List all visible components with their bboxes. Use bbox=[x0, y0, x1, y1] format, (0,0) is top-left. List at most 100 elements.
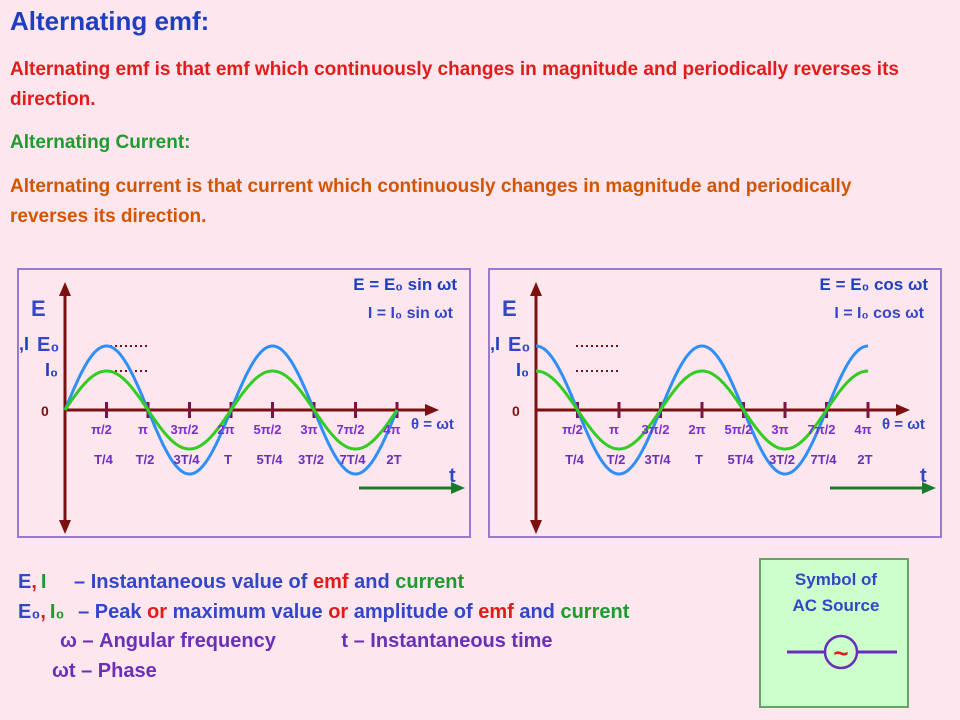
legend-line-2: E₀, I₀ – Peak or maximum value or amplitu… bbox=[18, 601, 629, 624]
peak-label-e0: E₀ bbox=[37, 334, 59, 356]
legend-angular-frequency: ω – Angular frequency bbox=[60, 630, 276, 652]
legend-text: and bbox=[348, 571, 396, 593]
legend-text: amplitude of bbox=[348, 601, 479, 623]
axis-label-e: E bbox=[502, 296, 517, 321]
time-arrow-head bbox=[451, 482, 465, 494]
legend-text: and bbox=[513, 601, 561, 623]
legend-symbol-comma: , bbox=[31, 571, 37, 593]
axis-label-i: ,I bbox=[19, 334, 29, 354]
angle-tick-label: 7π/2 bbox=[807, 422, 835, 437]
angle-tick-label: π/2 bbox=[562, 422, 583, 437]
sine-graph: E,I E₀ I₀ 0 E = E₀ sin ωt I = I₀ sin ωt θ = ωt… bbox=[19, 275, 465, 534]
legend-text: maximum value bbox=[167, 601, 329, 623]
origin-label: 0 bbox=[41, 403, 49, 419]
angle-tick-label: 4π bbox=[854, 422, 871, 437]
time-tick-label: T bbox=[224, 452, 232, 467]
legend-line-3: ω – Angular frequency t – Instantaneous … bbox=[60, 630, 553, 653]
ac-heading: Alternating Current: bbox=[10, 132, 191, 153]
legend-symbol-e0: E₀ bbox=[18, 601, 41, 623]
legend-or-word: or bbox=[147, 601, 168, 623]
angle-tick-label: 3π bbox=[300, 422, 317, 437]
legend-symbol-comma: , bbox=[40, 601, 46, 623]
theta-label: θ = ωt bbox=[411, 416, 454, 433]
sine-graph-panel: E ,I E₀ I₀ 0 E = E₀ sin ωt I = I₀ sin ωt θ = ωt… bbox=[17, 268, 471, 538]
theta-label: θ = ωt bbox=[882, 416, 925, 433]
current-equation: I = I₀ sin ωt bbox=[368, 305, 454, 322]
y-axis-arrow-bottom bbox=[530, 520, 542, 534]
legend-dash: – bbox=[78, 601, 95, 623]
angle-tick-label: π bbox=[138, 422, 148, 437]
axis-label-e: E bbox=[31, 296, 46, 321]
ac-source-symbol-box: Symbol of AC Source ~ bbox=[759, 558, 909, 708]
current-equation: I = I₀ cos ωt bbox=[834, 305, 924, 322]
time-tick-label: T/2 bbox=[607, 452, 626, 467]
legend-or-word: or bbox=[328, 601, 349, 623]
time-tick-label: 3T/2 bbox=[769, 452, 795, 467]
legend-line-1: E, I – Instantaneous value of emf and cur… bbox=[18, 571, 464, 594]
x-axis-arrow bbox=[425, 404, 439, 416]
legend-dash: – bbox=[74, 571, 91, 593]
time-tick-label: 2T bbox=[386, 452, 401, 467]
x-axis-arrow bbox=[896, 404, 910, 416]
legend-symbol-i0: I₀ bbox=[49, 601, 65, 623]
legend-emf-word: emf bbox=[478, 601, 514, 623]
symbol-caption-line-2: AC Source bbox=[792, 596, 880, 615]
time-tick-label: T/2 bbox=[136, 452, 155, 467]
legend-symbol-e: E bbox=[18, 571, 32, 593]
y-axis-arrow-top bbox=[59, 282, 71, 296]
origin-label: 0 bbox=[512, 403, 520, 419]
time-tick-label: 3T/4 bbox=[644, 452, 671, 467]
angle-tick-label: 3π/2 bbox=[641, 422, 669, 437]
legend-current-word: current bbox=[560, 601, 630, 623]
peak-label-e0: E₀ bbox=[508, 334, 530, 356]
emf-curve bbox=[536, 344, 868, 476]
angle-tick-label: 2π bbox=[217, 422, 234, 437]
angle-tick-label: 5π/2 bbox=[253, 422, 281, 437]
angle-tick-label: 4π bbox=[383, 422, 400, 437]
cosine-graph-panel: E ,I E₀ I₀ 0 E = E₀ cos ωt I = I₀ cos ωt θ = ωt… bbox=[488, 268, 942, 538]
ac-wave-glyph: ~ bbox=[833, 638, 848, 668]
symbol-caption-line-1: Symbol of bbox=[794, 570, 878, 589]
time-label: t bbox=[449, 465, 456, 487]
ac-definition: Alternating current is that current whic… bbox=[10, 176, 852, 227]
emf-equation: E = E₀ cos ωt bbox=[820, 275, 929, 294]
legend-symbol-i: I bbox=[40, 571, 47, 593]
legend-current-word: current bbox=[395, 571, 465, 593]
time-tick-label: 3T/4 bbox=[173, 452, 200, 467]
angle-tick-label: 3π/2 bbox=[170, 422, 198, 437]
time-tick-label: 3T/2 bbox=[298, 452, 324, 467]
time-label: t bbox=[920, 465, 927, 487]
angle-tick-label: π bbox=[609, 422, 619, 437]
time-tick-label: T/4 bbox=[565, 452, 585, 467]
legend-instantaneous-time: t – Instantaneous time bbox=[341, 630, 553, 652]
time-tick-label: 5T/4 bbox=[727, 452, 754, 467]
peak-label-i0: I₀ bbox=[45, 360, 58, 380]
current-curve bbox=[63, 369, 399, 451]
y-axis-arrow-bottom bbox=[59, 520, 71, 534]
angle-tick-label: 5π/2 bbox=[724, 422, 752, 437]
time-tick-label: T/4 bbox=[94, 452, 114, 467]
time-arrow-head bbox=[922, 482, 936, 494]
axis-label-i: ,I bbox=[490, 334, 500, 354]
y-axis-arrow-top bbox=[530, 282, 542, 296]
page-title: Alternating emf: bbox=[10, 6, 210, 36]
legend-text: Peak bbox=[94, 601, 148, 623]
time-tick-label: T bbox=[695, 452, 703, 467]
angle-tick-label: 7π/2 bbox=[336, 422, 364, 437]
time-tick-label: 7T/4 bbox=[339, 452, 366, 467]
peak-label-i0: I₀ bbox=[516, 360, 529, 380]
angle-tick-label: 2π bbox=[688, 422, 705, 437]
ac-source-icon: ~ bbox=[787, 634, 897, 670]
legend-emf-word: emf bbox=[312, 571, 349, 593]
cosine-graph: E,I E₀ I₀ 0 E = E₀ cos ωt I = I₀ cos ωt θ = ωt… bbox=[490, 275, 936, 534]
time-tick-label: 2T bbox=[857, 452, 872, 467]
legend-phase: ωt – Phase bbox=[52, 660, 157, 682]
emf-equation: E = E₀ sin ωt bbox=[353, 275, 457, 294]
time-tick-label: 7T/4 bbox=[810, 452, 837, 467]
current-curve bbox=[536, 369, 868, 451]
angle-tick-label: 3π bbox=[771, 422, 788, 437]
angle-tick-label: π/2 bbox=[91, 422, 112, 437]
time-tick-label: 5T/4 bbox=[256, 452, 283, 467]
emf-definition: Alternating emf is that emf which contin… bbox=[10, 59, 899, 110]
legend-text: Instantaneous value of bbox=[90, 571, 313, 593]
